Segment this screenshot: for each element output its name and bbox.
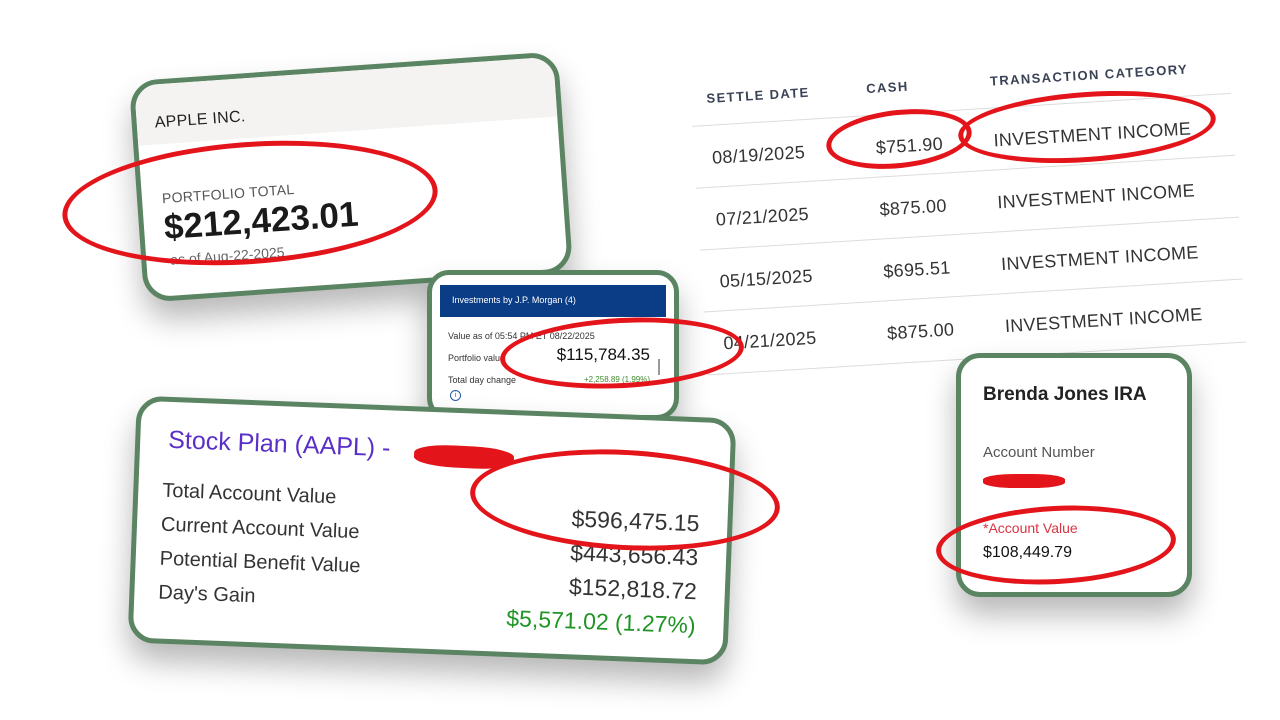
total-account-value: $596,475.15	[571, 505, 700, 537]
transaction-category: INVESTMENT INCOME	[992, 118, 1192, 151]
scrollbar[interactable]	[658, 359, 660, 375]
potential-benefit-value-label: Potential Benefit Value	[159, 547, 361, 578]
portfolio-value: $115,784.35	[556, 345, 650, 364]
redacted-account-number	[983, 474, 1065, 488]
ira-account-card: Brenda Jones IRA Account Number *Account…	[956, 353, 1192, 597]
cash-amount: $751.90	[875, 133, 944, 158]
jpm-investments-card: Investments by J.P. Morgan (4) Value as …	[427, 270, 679, 420]
transaction-category: INVESTMENT INCOME	[1004, 304, 1203, 337]
as-of-date: as of Aug-22-2025	[169, 243, 286, 268]
current-account-value: $443,656.43	[569, 539, 699, 571]
transaction-category: INVESTMENT INCOME	[996, 180, 1196, 213]
settle-date: 04/21/2025	[722, 327, 818, 354]
cash-amount: $695.51	[882, 257, 952, 282]
settle-date-header: SETTLE DATE	[706, 84, 811, 106]
account-number-label: Account Number	[983, 444, 1095, 461]
account-name: Brenda Jones IRA	[983, 384, 1147, 405]
cash-amount: $875.00	[879, 195, 948, 220]
portfolio-value-label: Portfolio value	[448, 353, 506, 363]
account-value-label: *Account Value	[983, 520, 1078, 536]
value-as-of: Value as of 05:54 PM ET 08/22/2025	[448, 331, 595, 341]
cash-amount: $875.00	[886, 319, 955, 344]
days-gain-value: $5,571.02 (1.27%)	[505, 604, 697, 639]
potential-benefit-value: $152,818.72	[568, 573, 698, 605]
transactions-table: SETTLE DATE CASH TRANSACTION CATEGORY 08…	[688, 25, 1247, 376]
company-name: APPLE INC.	[134, 56, 558, 146]
settle-date: 07/21/2025	[715, 203, 810, 230]
day-change-value: +2,258.89 (1.99%)	[583, 375, 650, 384]
account-value: $108,449.79	[983, 544, 1072, 561]
days-gain-label: Day's Gain	[157, 581, 256, 608]
stock-plan-card: Stock Plan (AAPL) - Total Account Value …	[127, 395, 737, 666]
settle-date: 08/19/2025	[711, 142, 806, 168]
cash-header: CASH	[865, 78, 910, 97]
stock-plan-title[interactable]: Stock Plan (AAPL) -	[167, 425, 391, 463]
jpm-header: Investments by J.P. Morgan (4)	[440, 285, 666, 317]
day-change-label: Total day change	[448, 375, 517, 385]
transaction-category-header: TRANSACTION CATEGORY	[989, 61, 1189, 89]
transaction-category: INVESTMENT INCOME	[1000, 242, 1200, 275]
settle-date: 05/15/2025	[719, 265, 814, 292]
total-account-value-label: Total Account Value	[161, 479, 337, 509]
info-icon[interactable]: i	[450, 390, 461, 401]
current-account-value-label: Current Account Value	[160, 513, 360, 544]
apple-portfolio-card: APPLE INC. PORTFOLIO TOTAL $212,423.01 a…	[128, 51, 574, 303]
